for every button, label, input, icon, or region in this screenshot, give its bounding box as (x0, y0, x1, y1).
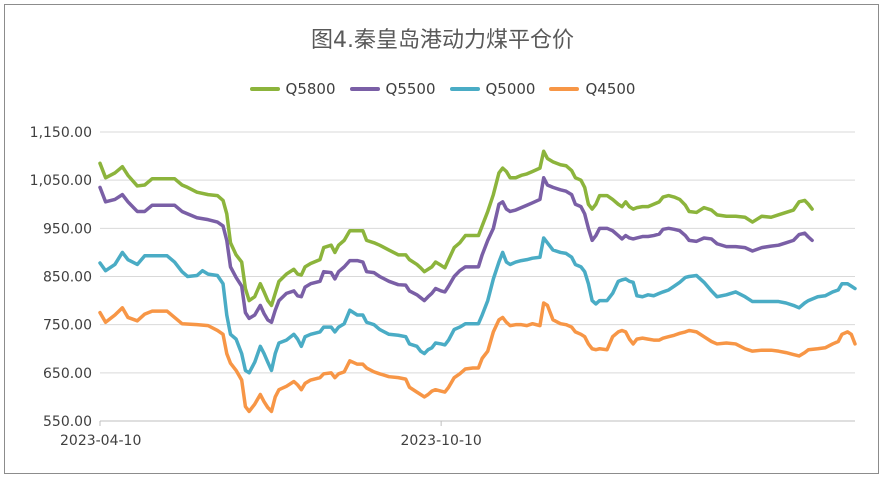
y-tick-label: 650.00 (43, 366, 92, 382)
gridlines (100, 131, 855, 422)
x-tick-label: 2023-04-10 (60, 433, 141, 449)
legend-item-q5800: Q5800 (249, 80, 336, 98)
legend-item-q4500: Q4500 (549, 80, 635, 98)
legend-label: Q5500 (385, 80, 436, 98)
series-line-q5500 (98, 176, 814, 325)
y-tick-label: 750.00 (43, 318, 92, 334)
legend-swatch (449, 87, 480, 91)
legend-label: Q5800 (285, 80, 336, 98)
y-tick-label: 850.00 (43, 270, 92, 286)
legend-label: Q5000 (485, 80, 536, 98)
chart-title: 图4.秦皇岛港动力煤平仓价 (311, 28, 574, 53)
legend: Q5800 Q5500 Q5000 Q4500 (0, 80, 885, 98)
legend-label: Q4500 (585, 80, 636, 98)
series-line-q4500 (98, 301, 857, 414)
series-line-q5000 (98, 236, 857, 375)
y-axis-ticks: 1,150.00 1,050.00 950.00 850.00 750.00 650.00… (30, 125, 92, 430)
legend-swatch (349, 87, 380, 91)
chart-frame (4, 4, 879, 474)
legend-swatch (249, 87, 280, 91)
y-tick-label: 550.00 (43, 414, 92, 430)
legend-item-q5000: Q5000 (449, 80, 536, 98)
legend-swatch (549, 87, 580, 91)
y-tick-label: 950.00 (43, 221, 92, 237)
x-tick-label: 2023-10-10 (400, 433, 481, 449)
y-tick-label: 1,050.00 (30, 173, 92, 189)
series-lines (98, 149, 857, 414)
x-axis-ticks: 2023-04-10 2023-10-10 (60, 421, 482, 449)
series-line-q5800 (98, 149, 814, 308)
y-tick-label: 1,150.00 (30, 125, 92, 141)
legend-item-q5500: Q5500 (349, 80, 436, 98)
